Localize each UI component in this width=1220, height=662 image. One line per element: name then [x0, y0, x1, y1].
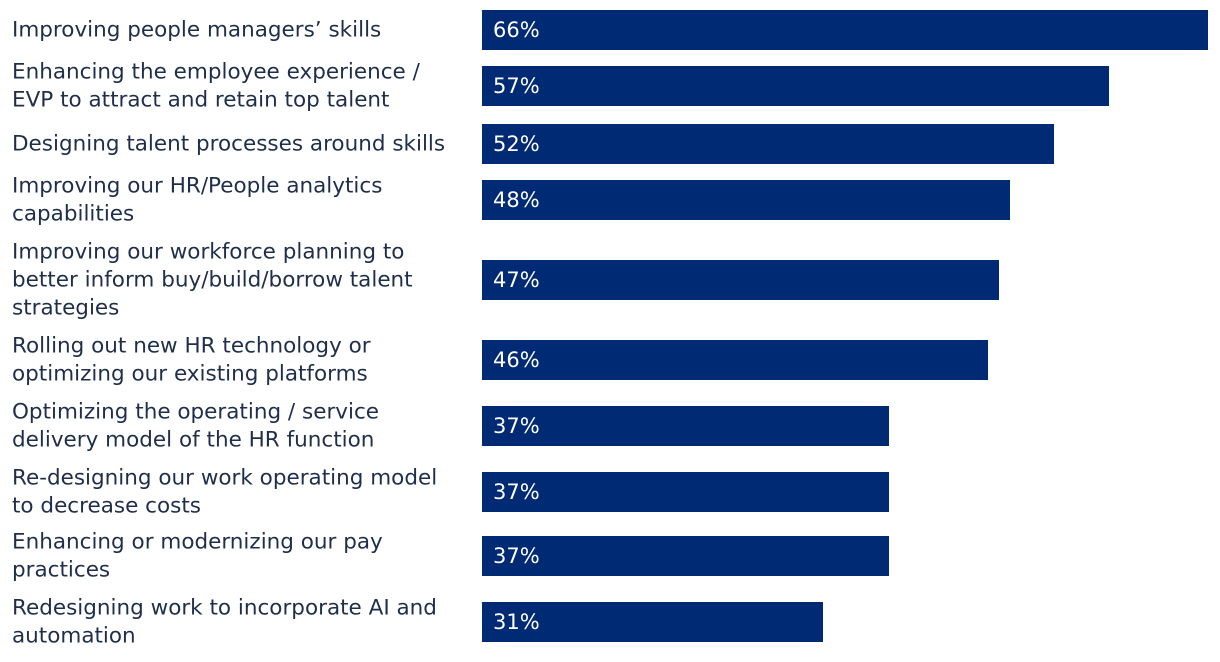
category-label-5: Improving our workforce planning to bette…	[12, 240, 413, 321]
bar-3	[482, 124, 1054, 164]
category-label-2: Enhancing the employee experience / EVP t…	[12, 60, 421, 113]
category-label-line: to decrease costs	[12, 494, 201, 519]
bar-7	[482, 406, 889, 446]
bar-4	[482, 180, 1010, 220]
bar-8	[482, 472, 889, 512]
value-label-7: 37%	[493, 414, 540, 438]
category-label-6: Rolling out new HR technology or optimizi…	[12, 334, 371, 387]
category-label-line: Enhancing the employee experience /	[12, 60, 421, 85]
category-label-line: strategies	[12, 296, 119, 321]
category-label-line: automation	[12, 624, 136, 649]
bar-9	[482, 536, 889, 576]
value-label-2: 57%	[493, 74, 540, 98]
category-label-line: Redesigning work to incorporate AI and	[12, 596, 437, 621]
value-label-5: 47%	[493, 268, 540, 292]
category-label-9: Enhancing or modernizing our pay practice…	[12, 530, 383, 583]
category-label-7: Optimizing the operating / service delive…	[12, 400, 379, 453]
category-label-line: Optimizing the operating / service	[12, 400, 379, 425]
value-label-9: 37%	[493, 544, 540, 568]
category-label-line: optimizing our existing platforms	[12, 362, 368, 387]
category-label-8: Re-designing our work operating model to …	[12, 466, 437, 519]
value-label-4: 48%	[493, 188, 540, 212]
category-label-line: Improving our workforce planning to	[12, 240, 404, 265]
category-label-line: Enhancing or modernizing our pay	[12, 530, 383, 555]
value-label-10: 31%	[493, 610, 540, 634]
category-label-line: delivery model of the HR function	[12, 428, 374, 453]
bar-1	[482, 10, 1208, 50]
category-label-line: practices	[12, 558, 110, 583]
value-label-3: 52%	[493, 132, 540, 156]
value-label-6: 46%	[493, 348, 540, 372]
bar-2	[482, 66, 1109, 106]
category-label-line: Designing talent processes around skills	[12, 132, 445, 157]
value-label-8: 37%	[493, 480, 540, 504]
category-label-line: EVP to attract and retain top talent	[12, 88, 390, 113]
category-label-10: Redesigning work to incorporate AI and au…	[12, 596, 437, 649]
category-label-line: Re-designing our work operating model	[12, 466, 437, 491]
category-label-4: Improving our HR/People analytics capabil…	[12, 174, 382, 227]
category-label-line: Improving people managers’ skills	[12, 18, 381, 43]
category-label-line: Improving our HR/People analytics	[12, 174, 382, 199]
bar-10	[482, 602, 823, 642]
bar-6	[482, 340, 988, 380]
chart-rows: 66% Improving people managers’ skills 57% E…	[12, 10, 1208, 649]
category-label-3: Designing talent processes around skills	[12, 132, 445, 157]
category-label-line: Rolling out new HR technology or	[12, 334, 371, 359]
value-label-1: 66%	[493, 18, 540, 42]
category-label-line: capabilities	[12, 202, 134, 227]
category-label-line: better inform buy/build/borrow talent	[12, 268, 413, 293]
bar-5	[482, 260, 999, 300]
category-label-1: Improving people managers’ skills	[12, 18, 381, 43]
